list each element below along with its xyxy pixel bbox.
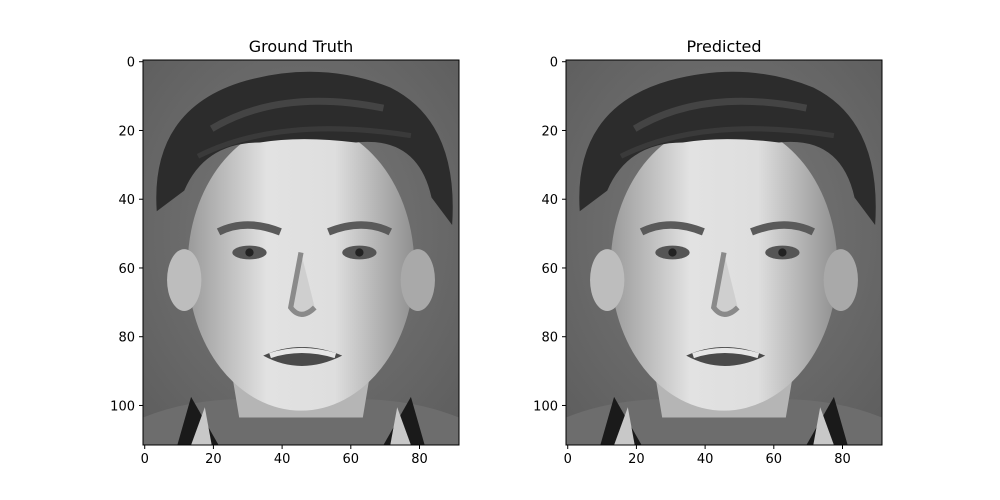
ground-truth-x-tick-label: 80 <box>411 452 428 467</box>
ground-truth-y-tick-label: 0 <box>127 56 135 71</box>
ground-truth-panel: Ground Truth 0 20 40 60 80 0 20 40 60 80 100 <box>110 37 460 467</box>
predicted-x-ticks: 0 20 40 60 80 <box>564 445 851 467</box>
ground-truth-x-tick-label: 20 <box>205 452 222 467</box>
ground-truth-y-tick-label: 20 <box>118 124 135 139</box>
predicted-x-tick-label: 0 <box>564 452 572 467</box>
predicted-x-tick-label: 60 <box>766 452 783 467</box>
ground-truth-x-tick-label: 0 <box>141 452 149 467</box>
ground-truth-y-tick-label: 60 <box>118 262 135 277</box>
predicted-y-tick-label: 20 <box>541 124 558 139</box>
predicted-title: Predicted <box>686 37 761 56</box>
predicted-image <box>566 60 882 445</box>
ground-truth-y-tick-label: 100 <box>110 399 135 414</box>
ground-truth-image <box>143 60 459 445</box>
predicted-y-tick-label: 100 <box>533 399 558 414</box>
predicted-frame <box>565 59 883 446</box>
ground-truth-x-tick-label: 40 <box>274 452 291 467</box>
predicted-x-tick-label: 40 <box>697 452 714 467</box>
predicted-y-tick-label: 80 <box>541 331 558 346</box>
ground-truth-x-tick-label: 60 <box>343 452 360 467</box>
ground-truth-y-tick-label: 40 <box>118 193 135 208</box>
ground-truth-y-ticks: 0 20 40 60 80 100 <box>110 56 143 414</box>
ground-truth-x-ticks: 0 20 40 60 80 <box>141 445 428 467</box>
predicted-y-tick-label: 0 <box>550 56 558 71</box>
predicted-y-tick-label: 40 <box>541 193 558 208</box>
ground-truth-y-tick-label: 80 <box>118 331 135 346</box>
ground-truth-frame <box>142 59 460 446</box>
predicted-x-tick-label: 80 <box>834 452 851 467</box>
predicted-x-tick-label: 20 <box>628 452 645 467</box>
predicted-y-ticks: 0 20 40 60 80 100 <box>533 56 566 414</box>
predicted-y-tick-label: 60 <box>541 262 558 277</box>
predicted-panel: Predicted 0 20 40 60 80 0 20 40 60 80 100 <box>533 37 883 467</box>
ground-truth-title: Ground Truth <box>249 37 354 56</box>
